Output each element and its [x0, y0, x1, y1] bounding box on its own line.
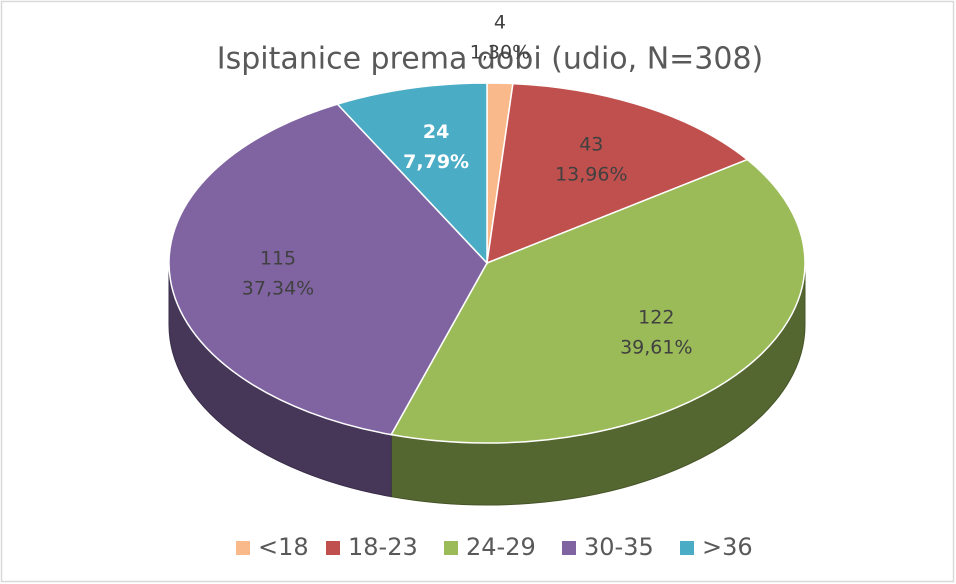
legend-label: <18 — [258, 533, 309, 561]
legend-label: >36 — [702, 533, 753, 561]
legend-swatch — [326, 541, 340, 555]
data-label-count: 43 — [579, 133, 603, 155]
legend-swatch — [680, 541, 694, 555]
legend-swatch — [444, 541, 458, 555]
data-label-percent: 1,30% — [470, 42, 530, 64]
data-label-count: 122 — [638, 307, 674, 329]
legend-swatch — [236, 541, 250, 555]
slice — [168, 103, 488, 436]
data-label-count: 4 — [494, 12, 506, 34]
slice — [390, 158, 806, 444]
data-label-percent: 13,96% — [555, 163, 627, 185]
chart-title: Ispitanice prema dobi (udio, N=308) — [217, 42, 764, 77]
slice — [336, 82, 488, 265]
data-label-count: 115 — [260, 247, 296, 269]
legend-label: 30-35 — [584, 533, 654, 561]
legend-label: 18-23 — [348, 533, 418, 561]
data-label-count: 24 — [423, 121, 449, 143]
slice — [486, 82, 749, 265]
data-label-percent: 7,79% — [403, 151, 469, 173]
legend-swatch — [562, 541, 576, 555]
legend-label: 24-29 — [466, 533, 536, 561]
data-label-percent: 37,34% — [242, 277, 314, 299]
data-label-percent: 39,61% — [620, 337, 692, 359]
